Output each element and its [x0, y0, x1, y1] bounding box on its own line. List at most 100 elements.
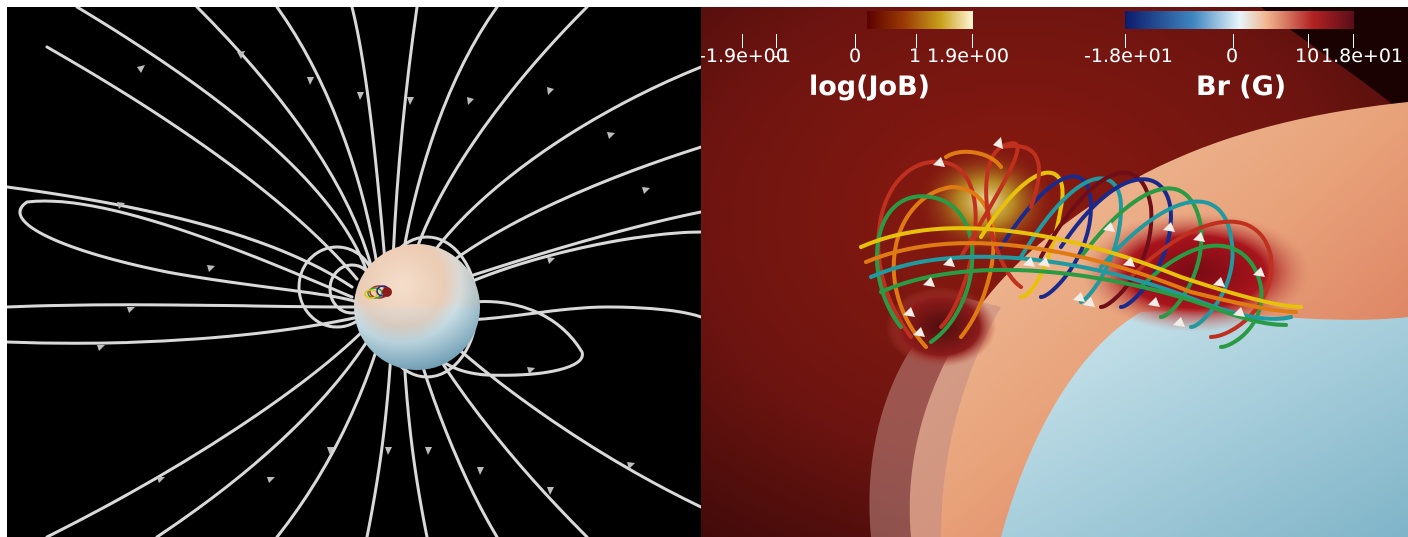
arrow-icon — [933, 157, 945, 167]
flux-tube — [999, 143, 1042, 209]
tick-mark — [916, 34, 917, 48]
colorbar-br-tick: 1.8e+01 — [1321, 45, 1404, 67]
flux-rope-tubes — [859, 141, 1303, 349]
flux-tube — [1039, 170, 1154, 309]
flux-tube — [869, 254, 1293, 321]
field-line — [430, 323, 701, 509]
arrow-icon — [547, 487, 554, 495]
arrow-icon — [357, 92, 364, 100]
colorbar-br-title: Br (G) — [1196, 71, 1287, 102]
flux-tube — [859, 226, 1303, 309]
field-line — [410, 7, 589, 265]
field-line — [365, 335, 394, 537]
field-line — [391, 7, 419, 262]
arrow-icon — [993, 137, 1003, 149]
arrow-icon — [425, 447, 432, 455]
colorbar-br-tick: 0 — [1226, 45, 1239, 67]
tick-mark — [1125, 34, 1126, 48]
tick-mark — [1353, 34, 1354, 48]
arrow-icon — [913, 327, 925, 337]
colorbar-br-gradient — [1125, 11, 1354, 29]
field-line — [275, 7, 379, 267]
flux-tube — [1139, 243, 1264, 349]
flux-tube — [879, 267, 1288, 327]
colorbar-job-tick: -1 — [772, 45, 791, 67]
field-line — [45, 325, 369, 537]
colorbar-job-tick: 0 — [849, 45, 862, 67]
arrow-icon — [117, 202, 125, 209]
arrow-icon — [1148, 297, 1160, 307]
zoom-svg — [701, 7, 1408, 537]
arrow-icon — [137, 65, 145, 73]
arrow-icon — [527, 367, 535, 374]
arrow-icon — [1103, 222, 1115, 232]
arrow-icon — [477, 467, 484, 475]
colorbar-job-tick: -1.9e+00 — [701, 45, 788, 67]
tick-mark — [1308, 34, 1309, 48]
field-line — [75, 7, 369, 274]
field-line — [430, 300, 584, 377]
arrow-icon — [1083, 297, 1095, 307]
flux-tube — [1079, 186, 1204, 319]
colorbar-job-title: log(JoB) — [809, 71, 930, 102]
arrow-icon — [607, 132, 615, 139]
arrow-icon — [1073, 292, 1085, 302]
arrow-icon — [1213, 277, 1225, 287]
global-field-svg — [7, 7, 701, 537]
colorbar-job-tick: 1.9e+00 — [927, 45, 1010, 67]
flux-rope-small — [364, 285, 392, 299]
arrow-icon — [407, 97, 414, 105]
arrow-icon — [903, 307, 915, 317]
negative-polarity-region — [1001, 311, 1408, 537]
field-line — [7, 315, 361, 345]
arrow-icon — [207, 265, 215, 272]
tick-mark — [972, 34, 973, 48]
arrow-icon — [327, 447, 334, 455]
flux-tube — [1019, 176, 1124, 304]
arrow-icon — [547, 87, 554, 95]
flux-tube — [1099, 199, 1235, 329]
arrow-icon — [1038, 257, 1050, 267]
arrow-icon — [923, 277, 935, 287]
arrow-icon — [1233, 307, 1245, 317]
arrow-icon — [385, 447, 392, 455]
colorbar-job-tick: 1 — [909, 45, 922, 67]
arrow-icon — [627, 462, 635, 469]
arrow-icon — [237, 51, 245, 59]
flux-rope-zoom-view: -1.9e+00 -1 0 1 1.9e+00 log(JoB) -1.8e+0… — [701, 7, 1408, 537]
field-line — [18, 199, 359, 304]
arrow-icon — [127, 307, 135, 313]
colorbar-job-gradient — [867, 11, 973, 29]
arrow-icon — [1123, 257, 1135, 267]
flux-tube — [999, 174, 1094, 299]
field-line — [420, 65, 701, 271]
flux-tube — [944, 149, 1003, 169]
arrow-icon — [1163, 222, 1175, 232]
field-line — [350, 7, 387, 264]
arrow-icon — [307, 77, 314, 85]
arrow-icon — [1023, 257, 1035, 267]
field-line — [195, 7, 374, 271]
arrow-icon — [943, 257, 955, 267]
flux-tube — [864, 241, 1298, 314]
colorbar-br-tick: -1.8e+01 — [1084, 45, 1173, 67]
field-line — [400, 7, 499, 262]
global-field-view — [7, 7, 701, 537]
flux-arrows — [903, 137, 1265, 337]
field-line — [155, 330, 375, 537]
arrow-icon — [1173, 317, 1185, 327]
tick-mark — [776, 34, 777, 48]
tick-mark — [742, 34, 743, 48]
field-line — [275, 333, 383, 537]
colorbar-br-tick: 10 — [1295, 45, 1320, 67]
arrow-icon — [157, 477, 165, 483]
field-line — [7, 303, 359, 309]
arrow-icon — [547, 257, 555, 264]
flux-tube — [1129, 219, 1274, 339]
arrow-icon — [642, 187, 650, 194]
tick-mark — [1233, 34, 1234, 48]
field-line — [45, 45, 359, 281]
arrow-icon — [1253, 267, 1265, 277]
tick-mark — [855, 34, 856, 48]
